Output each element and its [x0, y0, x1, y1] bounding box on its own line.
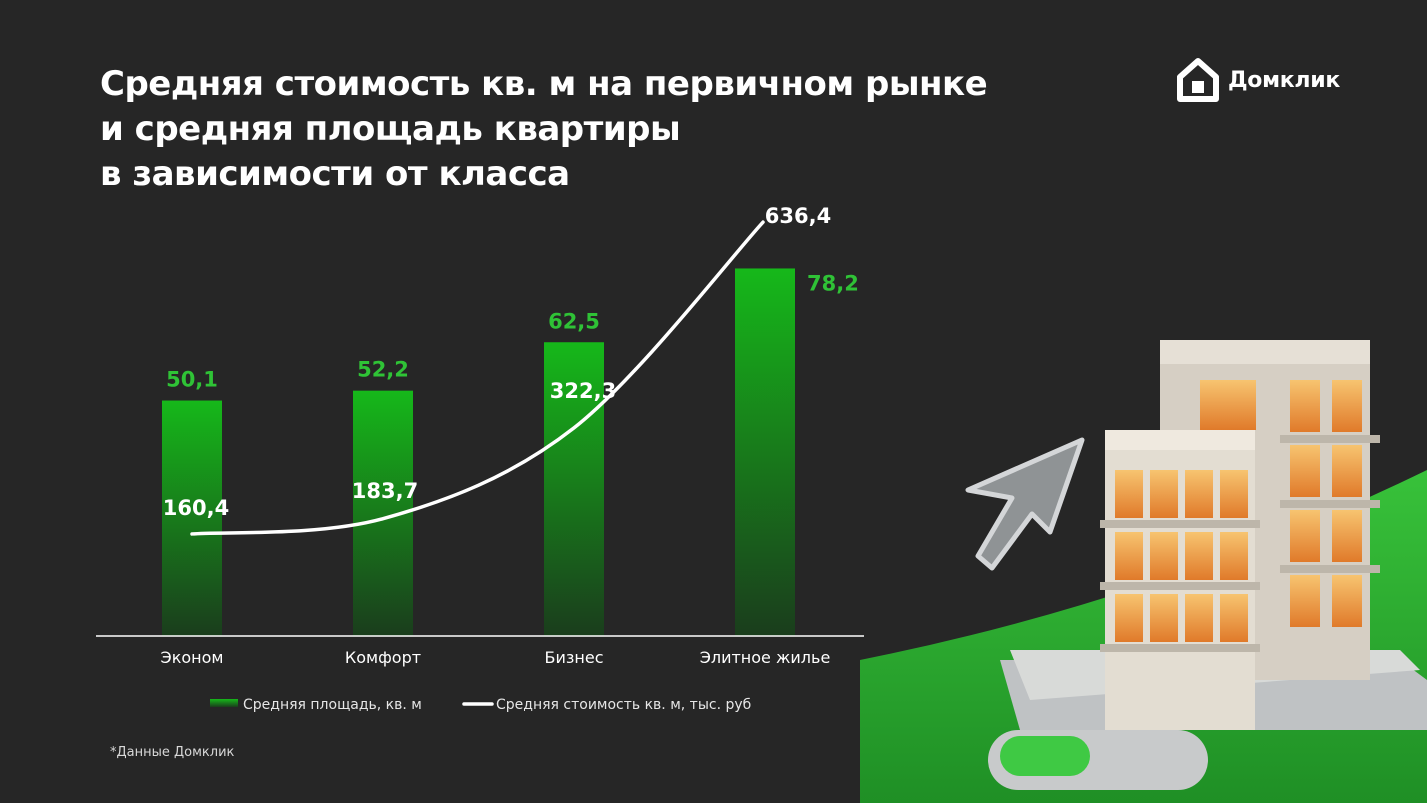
line-value-label: 322,3 [550, 379, 616, 403]
line-value-label: 160,4 [163, 496, 229, 520]
logo-text: Домклик [1228, 67, 1340, 93]
bar-value-label: 78,2 [807, 271, 859, 295]
building-illustration [860, 340, 1427, 803]
footnote: *Данные Домклик [110, 745, 235, 760]
line-value-label: 183,7 [352, 479, 418, 503]
bar-value-label: 50,1 [166, 368, 218, 392]
legend-item-area: Средняя площадь, кв. м [243, 697, 422, 713]
legend-item-price: Средняя стоимость кв. м, тыс. руб [496, 697, 751, 713]
line-value-label: 636,4 [765, 204, 831, 228]
bar-value-label: 62,5 [548, 309, 600, 333]
x-tick-label: Эконом [161, 648, 224, 667]
bar-1 [162, 400, 222, 636]
domclick-logo: Домклик [1176, 57, 1340, 103]
domclick-house-logo-icon [1177, 58, 1219, 102]
legend-bar-swatch [210, 699, 238, 707]
chart-title-line-3: в зависимости от класса [100, 154, 570, 194]
chart-title-line-1: Средняя стоимость кв. м на первичном рын… [100, 64, 988, 104]
chart-title: Средняя стоимость кв. м на первичном рын… [100, 62, 1100, 197]
x-tick-label: Бизнес [545, 648, 604, 667]
price-line [190, 220, 765, 536]
bar-value-label: 52,2 [357, 358, 409, 382]
legend: Средняя площадь, кв. м Средняя стоимость … [210, 697, 751, 713]
bar-4 [735, 268, 795, 636]
x-tick-label: Комфорт [345, 648, 421, 667]
x-tick-label: Элитное жилье [700, 648, 831, 667]
bar-3 [544, 342, 604, 636]
chart-title-line-2: и средняя площадь квартиры [100, 109, 681, 149]
